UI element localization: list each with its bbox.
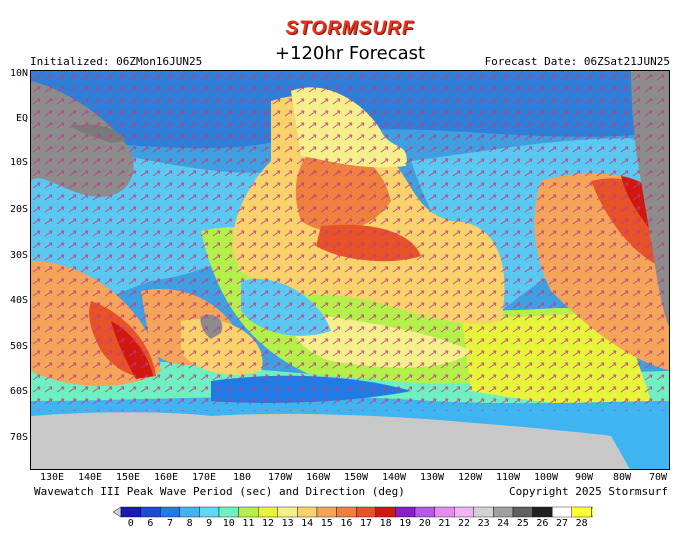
scale-swatch: [571, 506, 592, 518]
scale-label: 15: [320, 518, 333, 529]
scale-label: 28: [575, 518, 588, 529]
lon-label: 110W: [495, 472, 521, 483]
scale-label: 23: [477, 518, 490, 529]
scale-label: 11: [242, 518, 255, 529]
scale-label: 8: [186, 518, 193, 529]
lat-label: 10N: [9, 68, 28, 79]
lon-label: 130W: [419, 472, 445, 483]
lon-label: 160W: [305, 472, 331, 483]
direction-arrows: [31, 71, 669, 411]
lon-label: 170W: [267, 472, 293, 483]
scale-label: 0: [127, 518, 134, 529]
scale-swatch: [277, 506, 298, 518]
lon-label: 180: [232, 472, 252, 483]
scale-swatch: [473, 506, 494, 518]
scale-swatch: [532, 506, 553, 518]
scale-arrow-right: [591, 506, 593, 518]
lon-label: 80W: [612, 472, 632, 483]
scale-swatch: [218, 506, 239, 518]
lat-label: 70S: [9, 432, 28, 443]
map-canvas: [31, 71, 669, 469]
scale-swatch: [434, 506, 455, 518]
lon-label: 140E: [77, 472, 103, 483]
color-scale-bar: [113, 506, 593, 518]
scale-label: 18: [379, 518, 392, 529]
lon-label: 150E: [115, 472, 141, 483]
scale-swatch: [493, 506, 514, 518]
scale-swatch: [336, 506, 357, 518]
scale-label: 14: [301, 518, 314, 529]
lon-label: 130E: [39, 472, 65, 483]
scale-swatch: [160, 506, 181, 518]
initialized-label: Initialized: 06ZMon16JUN25: [30, 55, 203, 68]
antarctica-ice: [31, 412, 630, 469]
brand-logo: STORMSURF: [285, 18, 415, 39]
scale-swatch: [140, 506, 161, 518]
scale-label: 17: [359, 518, 373, 529]
lon-label: 160E: [153, 472, 179, 483]
lon-label: 120W: [457, 472, 483, 483]
scale-label: 7: [166, 518, 174, 529]
forecast-date-label: Forecast Date: 06ZSat21JUN25: [484, 55, 670, 68]
scale-swatch: [316, 506, 337, 518]
scale-label: 27: [555, 518, 569, 529]
wave-period-map: [30, 70, 670, 470]
scale-label: 13: [281, 518, 294, 529]
scale-label: 20: [418, 518, 431, 529]
lat-label: 50S: [9, 341, 28, 352]
scale-label: 6: [147, 518, 154, 529]
lon-label: 100W: [533, 472, 559, 483]
scale-swatch: [179, 506, 200, 518]
scale-swatch: [238, 506, 259, 518]
scale-label: 9: [206, 518, 213, 529]
forecast-hour-title: +120hr Forecast: [274, 43, 426, 64]
lon-label: 70W: [648, 472, 668, 483]
scale-swatch: [199, 506, 220, 518]
lat-label: EQ: [15, 113, 28, 124]
lon-label: 170E: [191, 472, 217, 483]
scale-label: 16: [340, 518, 353, 529]
lat-label: 10S: [9, 157, 28, 168]
scale-label: 10: [222, 518, 235, 529]
lon-label: 140W: [381, 472, 407, 483]
scale-swatch: [355, 506, 376, 518]
scale-swatch: [512, 506, 533, 518]
scale-swatch: [414, 506, 435, 518]
lon-label: 90W: [574, 472, 594, 483]
scale-label: 12: [261, 518, 275, 529]
scale-swatch: [395, 506, 416, 518]
copyright-text: Copyright 2025 Stormsurf: [509, 485, 668, 498]
lon-label: 150W: [343, 472, 369, 483]
product-description: Wavewatch III Peak Wave Period (sec) and…: [34, 485, 405, 498]
scale-swatch: [552, 506, 573, 518]
lat-label: 60S: [9, 386, 28, 397]
scale-swatch: [257, 506, 278, 518]
scale-label: 26: [536, 518, 549, 529]
scale-arrow-left: [113, 506, 122, 518]
scale-swatch: [454, 506, 475, 518]
scale-label: 25: [516, 518, 529, 529]
lat-label: 40S: [9, 295, 28, 306]
lat-label: 30S: [9, 250, 28, 261]
scale-swatch: [375, 506, 396, 518]
scale-label: 21: [438, 518, 451, 529]
scale-label: 22: [457, 518, 471, 529]
scale-label: 24: [497, 518, 510, 529]
scale-swatch: [120, 506, 141, 518]
lat-label: 20S: [9, 204, 28, 215]
scale-label: 19: [399, 518, 412, 529]
scale-swatch: [297, 506, 318, 518]
